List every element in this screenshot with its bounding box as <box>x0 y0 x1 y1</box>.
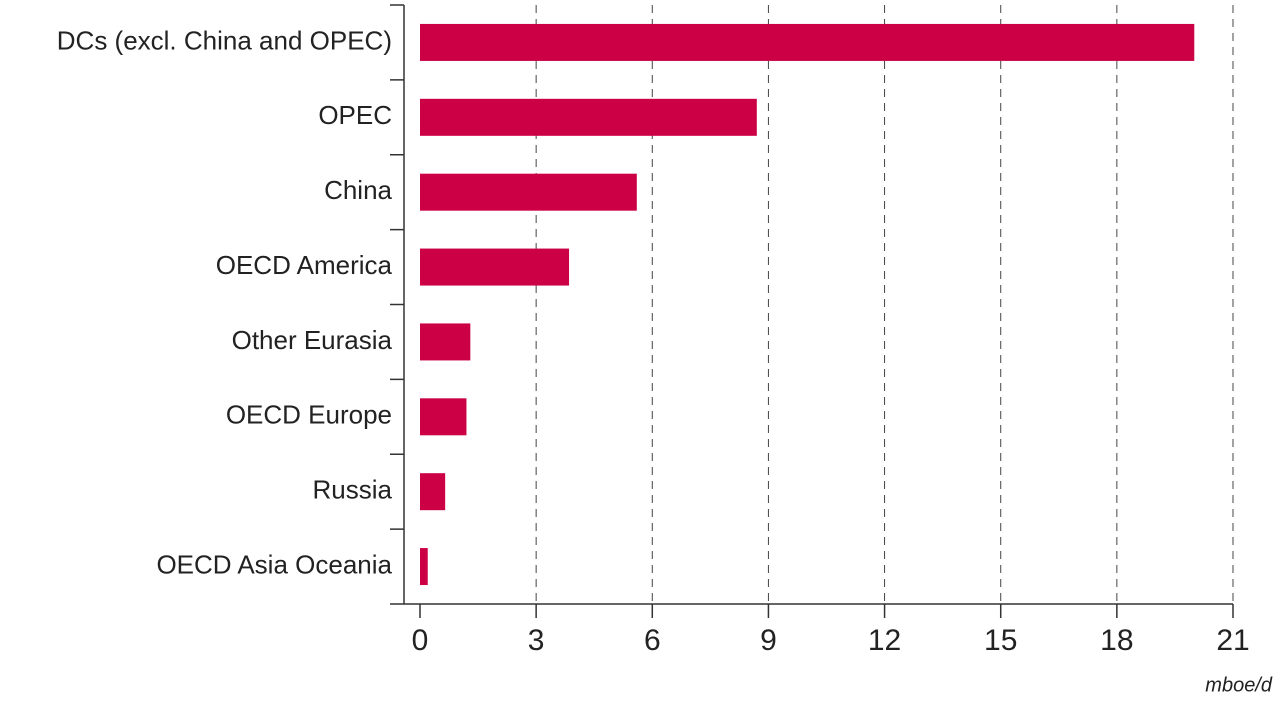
y-tick-label: Other Eurasia <box>232 325 393 355</box>
x-tick-label: 6 <box>644 624 661 657</box>
y-tick-label: OPEC <box>318 100 392 130</box>
y-tick-label: China <box>324 175 392 205</box>
y-tick-label: Russia <box>313 475 393 505</box>
bar <box>420 473 446 511</box>
bar <box>420 173 637 211</box>
x-tick-label: 21 <box>1216 624 1249 657</box>
y-tick-label: DCs (excl. China and OPEC) <box>57 25 392 55</box>
x-tick-label: 15 <box>984 624 1017 657</box>
bar <box>420 323 471 361</box>
y-tick-label: OECD Asia Oceania <box>156 549 392 579</box>
y-tick-label: OECD Europe <box>226 400 392 430</box>
bar <box>420 23 1195 61</box>
bar <box>420 248 570 286</box>
bar <box>420 98 757 136</box>
x-tick-label: 18 <box>1100 624 1133 657</box>
x-tick-label: 9 <box>760 624 777 657</box>
bar <box>420 548 428 586</box>
x-tick-label: 12 <box>868 624 901 657</box>
bar <box>420 398 467 436</box>
x-axis-label: mboe/d <box>1205 674 1273 696</box>
y-tick-label: OECD America <box>216 250 393 280</box>
x-tick-label: 3 <box>528 624 545 657</box>
x-tick-label: 0 <box>412 624 429 657</box>
